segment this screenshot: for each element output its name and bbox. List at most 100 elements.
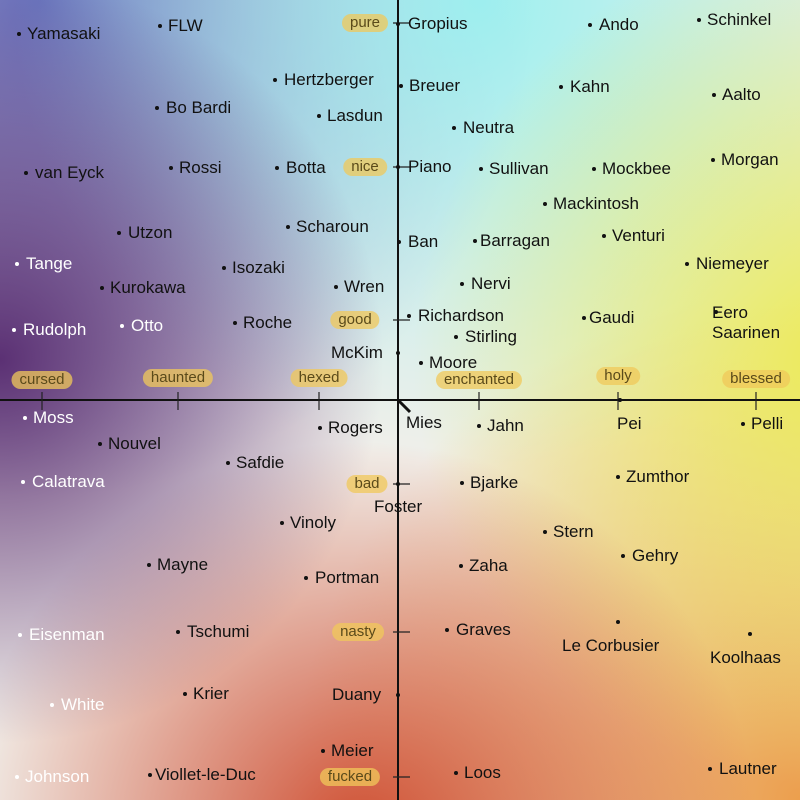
architect-label: Scharoun bbox=[296, 217, 369, 236]
architect-dot bbox=[183, 692, 187, 696]
architect-label: Mackintosh bbox=[553, 194, 639, 213]
architect-label: Sullivan bbox=[489, 159, 549, 178]
architect-label: Venturi bbox=[612, 226, 665, 245]
architect-label: Tange bbox=[26, 254, 73, 273]
architect-label: Yamasaki bbox=[27, 24, 101, 43]
architect-label: Mockbee bbox=[602, 159, 671, 178]
architect-dot bbox=[459, 564, 463, 568]
architect-dot bbox=[275, 166, 279, 170]
architect-dot bbox=[176, 630, 180, 634]
architect-dot bbox=[18, 633, 22, 637]
architect-dot bbox=[685, 262, 689, 266]
architect-dot bbox=[280, 521, 284, 525]
architect-dot bbox=[621, 554, 625, 558]
architect-dot bbox=[618, 398, 622, 402]
architect-dot bbox=[226, 461, 230, 465]
y-axis-label: good bbox=[330, 311, 380, 329]
architect-dot bbox=[616, 620, 620, 624]
architect-label: Rogers bbox=[328, 418, 383, 437]
architect-label: Vinoly bbox=[290, 513, 336, 532]
architect-label: Wren bbox=[344, 277, 385, 296]
architect-label: Bjarke bbox=[470, 473, 519, 492]
architect-label: Nouvel bbox=[108, 434, 161, 453]
architect-label: Safdie bbox=[236, 453, 285, 472]
origin-mark bbox=[396, 398, 412, 414]
architect-dot bbox=[147, 563, 151, 567]
architect-dot bbox=[602, 234, 606, 238]
architect-dot bbox=[23, 416, 27, 420]
architect-dot bbox=[711, 158, 715, 162]
architect-label: Piano bbox=[408, 157, 452, 176]
architect-label: Utzon bbox=[128, 223, 173, 242]
architect-label: Moss bbox=[33, 408, 74, 427]
architect-dot bbox=[334, 285, 338, 289]
architect-label: Hertzberger bbox=[284, 70, 374, 89]
architect-dot bbox=[452, 126, 456, 130]
y-axis-label: nasty bbox=[332, 623, 384, 641]
architect-dot bbox=[396, 165, 400, 169]
architect-dot bbox=[741, 422, 745, 426]
architect-dot bbox=[396, 351, 400, 355]
architect-dot bbox=[543, 530, 547, 534]
architect-label: Mies bbox=[406, 413, 442, 432]
architect-dot bbox=[477, 424, 481, 428]
architect-label: Zaha bbox=[469, 556, 508, 575]
architect-label: Botta bbox=[286, 158, 326, 177]
x-axis-label: holy bbox=[596, 367, 640, 385]
architect-label: Kurokawa bbox=[110, 278, 186, 297]
architect-label: Nervi bbox=[471, 274, 511, 293]
x-axis-label: hexed bbox=[290, 369, 348, 387]
architect-label: Breuer bbox=[409, 76, 461, 95]
architect-dot bbox=[559, 85, 563, 89]
architect-dot bbox=[286, 225, 290, 229]
architect-dot bbox=[17, 32, 21, 36]
architect-dot bbox=[233, 321, 237, 325]
architect-label: Kahn bbox=[570, 77, 610, 96]
architect-label: White bbox=[61, 695, 105, 714]
architect-label: Stirling bbox=[465, 327, 517, 346]
architect-dot bbox=[117, 231, 121, 235]
architect-label: Schinkel bbox=[707, 10, 772, 29]
architect-label: Isozaki bbox=[232, 258, 285, 277]
architect-dot bbox=[148, 773, 152, 777]
architect-dot bbox=[588, 23, 592, 27]
x-axis-label: cursed bbox=[11, 371, 73, 389]
architect-dot bbox=[616, 475, 620, 479]
architect-label: Rossi bbox=[179, 158, 222, 177]
architect-dot bbox=[21, 480, 25, 484]
architect-label: Koolhaas bbox=[710, 648, 781, 667]
architect-label: Gaudi bbox=[589, 308, 635, 327]
architect-dot bbox=[120, 324, 124, 328]
y-axis-label: bad bbox=[346, 475, 388, 493]
architect-label: Duany bbox=[332, 685, 382, 704]
architect-label: Jahn bbox=[487, 416, 524, 435]
architect-label: Gropius bbox=[408, 14, 468, 33]
architect-label: Bo Bardi bbox=[166, 98, 232, 117]
architect-label: Tschumi bbox=[187, 622, 250, 641]
architect-dot bbox=[454, 335, 458, 339]
architect-dot bbox=[273, 78, 277, 82]
architect-label: Stern bbox=[553, 522, 594, 541]
y-axis-label: fucked bbox=[319, 768, 381, 786]
architect-dot bbox=[748, 632, 752, 636]
architect-dot bbox=[158, 24, 162, 28]
architect-dot bbox=[460, 481, 464, 485]
architect-label: Eisenman bbox=[29, 625, 105, 644]
architect-label: Johnson bbox=[25, 767, 90, 786]
architect-label: Barragan bbox=[480, 231, 550, 250]
architect-label: McKim bbox=[331, 343, 383, 362]
architect-label: Rudolph bbox=[23, 320, 87, 339]
architect-dot bbox=[317, 114, 321, 118]
architect-dot bbox=[396, 22, 400, 26]
architect-label: Zumthor bbox=[626, 467, 690, 486]
architect-dot bbox=[479, 167, 483, 171]
architect-label: Le Corbusier bbox=[562, 636, 660, 655]
architect-dot bbox=[15, 775, 19, 779]
architect-dot bbox=[543, 202, 547, 206]
architect-dot bbox=[12, 328, 16, 332]
architect-label: Pei bbox=[617, 414, 642, 433]
architect-label: Niemeyer bbox=[696, 254, 769, 273]
x-axis-label: haunted bbox=[142, 369, 214, 387]
architect-label: Loos bbox=[464, 763, 501, 782]
architect-dot bbox=[473, 239, 477, 243]
